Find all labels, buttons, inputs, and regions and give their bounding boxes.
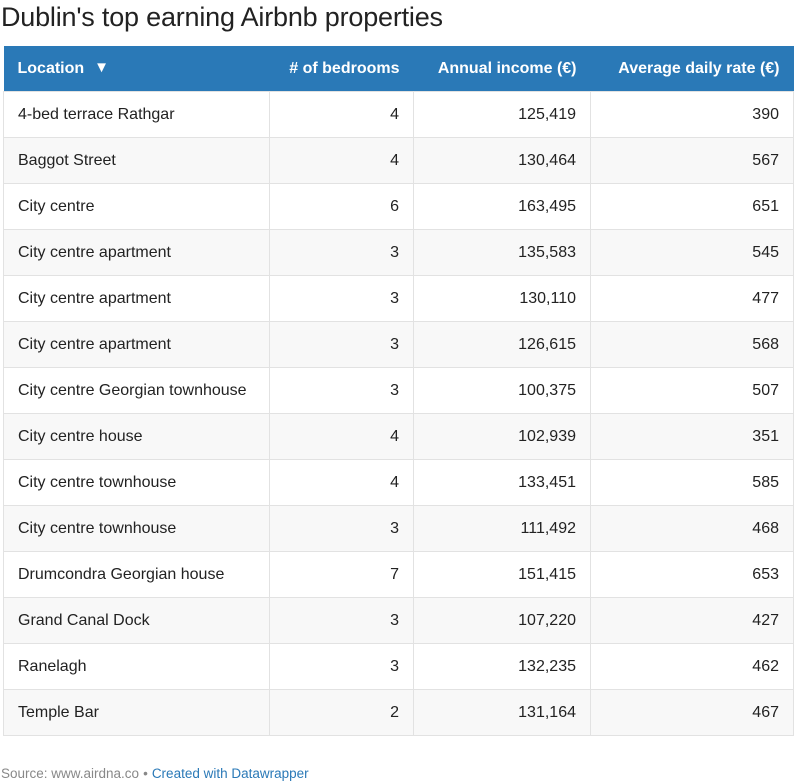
cell-bedrooms: 3 bbox=[269, 321, 414, 368]
table-row: City centre apartment 3 130,110 477 bbox=[3, 275, 794, 322]
cell-location: City centre townhouse bbox=[3, 459, 270, 506]
column-header-location[interactable]: Location ▼ bbox=[3, 46, 270, 92]
cell-annual-income: 111,492 bbox=[413, 505, 591, 552]
cell-location: Drumcondra Georgian house bbox=[3, 551, 270, 598]
cell-location: Temple Bar bbox=[3, 689, 270, 736]
table-row: City centre townhouse 4 133,451 585 bbox=[3, 459, 794, 506]
cell-location: City centre house bbox=[3, 413, 270, 460]
cell-bedrooms: 3 bbox=[269, 505, 414, 552]
cell-location: City centre apartment bbox=[3, 275, 270, 322]
cell-average-daily-rate: 467 bbox=[590, 689, 794, 736]
cell-bedrooms: 4 bbox=[269, 137, 414, 184]
cell-bedrooms: 7 bbox=[269, 551, 414, 598]
table-row: City centre 6 163,495 651 bbox=[3, 183, 794, 230]
datawrapper-credit-link[interactable]: Created with Datawrapper bbox=[151, 766, 309, 781]
cell-bedrooms: 6 bbox=[269, 183, 414, 230]
data-table: Location ▼ # of bedrooms Annual income (€… bbox=[3, 46, 794, 736]
cell-average-daily-rate: 568 bbox=[590, 321, 794, 368]
cell-average-daily-rate: 507 bbox=[590, 367, 794, 414]
cell-annual-income: 130,464 bbox=[413, 137, 591, 184]
table-header-row: Location ▼ # of bedrooms Annual income (€… bbox=[3, 46, 794, 92]
cell-bedrooms: 4 bbox=[269, 413, 414, 460]
column-header-average-daily-rate[interactable]: Average daily rate (€) bbox=[590, 46, 794, 92]
cell-location: Ranelagh bbox=[3, 643, 270, 690]
table-row: City centre Georgian townhouse 3 100,375 50… bbox=[3, 367, 794, 414]
cell-annual-income: 107,220 bbox=[413, 597, 591, 644]
chart-title: Dublin's top earning Airbnb properties bbox=[1, 2, 443, 32]
cell-average-daily-rate: 567 bbox=[590, 137, 794, 184]
table-row: Temple Bar 2 131,164 467 bbox=[3, 689, 794, 736]
table-body: 4-bed terrace Rathgar 4 125,419 390 Baggot S… bbox=[3, 91, 794, 736]
table-row: City centre townhouse 3 111,492 468 bbox=[3, 505, 794, 552]
cell-annual-income: 132,235 bbox=[413, 643, 591, 690]
cell-annual-income: 151,415 bbox=[413, 551, 591, 598]
table-row: Baggot Street 4 130,464 567 bbox=[3, 137, 794, 184]
table-row: Grand Canal Dock 3 107,220 427 bbox=[3, 597, 794, 644]
cell-bedrooms: 3 bbox=[269, 275, 414, 322]
column-header-annual-income[interactable]: Annual income (€) bbox=[413, 46, 591, 92]
cell-bedrooms: 4 bbox=[269, 459, 414, 506]
cell-bedrooms: 3 bbox=[269, 367, 414, 414]
table-row: Drumcondra Georgian house 7 151,415 653 bbox=[3, 551, 794, 598]
cell-annual-income: 125,419 bbox=[413, 91, 591, 138]
cell-annual-income: 102,939 bbox=[413, 413, 591, 460]
source-note: Source: www.airdna.co bbox=[1, 766, 140, 781]
cell-bedrooms: 4 bbox=[269, 91, 414, 138]
cell-bedrooms: 3 bbox=[269, 229, 414, 276]
cell-annual-income: 126,615 bbox=[413, 321, 591, 368]
table-row: 4-bed terrace Rathgar 4 125,419 390 bbox=[3, 91, 794, 138]
cell-location: City centre bbox=[3, 183, 270, 230]
cell-average-daily-rate: 653 bbox=[590, 551, 794, 598]
cell-annual-income: 135,583 bbox=[413, 229, 591, 276]
cell-average-daily-rate: 468 bbox=[590, 505, 794, 552]
column-header-label: Location bbox=[17, 60, 85, 77]
cell-average-daily-rate: 427 bbox=[590, 597, 794, 644]
cell-average-daily-rate: 477 bbox=[590, 275, 794, 322]
table-row: City centre apartment 3 135,583 545 bbox=[3, 229, 794, 276]
cell-average-daily-rate: 462 bbox=[590, 643, 794, 690]
cell-annual-income: 163,495 bbox=[413, 183, 591, 230]
cell-annual-income: 131,164 bbox=[413, 689, 591, 736]
sort-descending-icon[interactable]: ▼ bbox=[94, 59, 110, 76]
cell-location: City centre apartment bbox=[3, 321, 270, 368]
cell-average-daily-rate: 545 bbox=[590, 229, 794, 276]
table-row: City centre apartment 3 126,615 568 bbox=[3, 321, 794, 368]
cell-bedrooms: 3 bbox=[269, 643, 414, 690]
cell-location: 4-bed terrace Rathgar bbox=[3, 91, 270, 138]
cell-bedrooms: 2 bbox=[269, 689, 414, 736]
table-row: Ranelagh 3 132,235 462 bbox=[3, 643, 794, 690]
cell-annual-income: 100,375 bbox=[413, 367, 591, 414]
footer-separator: • bbox=[143, 766, 148, 781]
cell-average-daily-rate: 390 bbox=[590, 91, 794, 138]
footer: Source: www.airdna.co • Created with Dataw… bbox=[1, 766, 309, 781]
cell-annual-income: 130,110 bbox=[413, 275, 591, 322]
cell-average-daily-rate: 651 bbox=[590, 183, 794, 230]
table-row: City centre house 4 102,939 351 bbox=[3, 413, 794, 460]
cell-location: Grand Canal Dock bbox=[3, 597, 270, 644]
cell-location: City centre townhouse bbox=[3, 505, 270, 552]
cell-average-daily-rate: 351 bbox=[590, 413, 794, 460]
cell-location: Baggot Street bbox=[3, 137, 270, 184]
cell-location: City centre apartment bbox=[3, 229, 270, 276]
column-header-bedrooms[interactable]: # of bedrooms bbox=[269, 46, 414, 92]
cell-location: City centre Georgian townhouse bbox=[3, 367, 270, 414]
cell-annual-income: 133,451 bbox=[413, 459, 591, 506]
cell-bedrooms: 3 bbox=[269, 597, 414, 644]
cell-average-daily-rate: 585 bbox=[590, 459, 794, 506]
